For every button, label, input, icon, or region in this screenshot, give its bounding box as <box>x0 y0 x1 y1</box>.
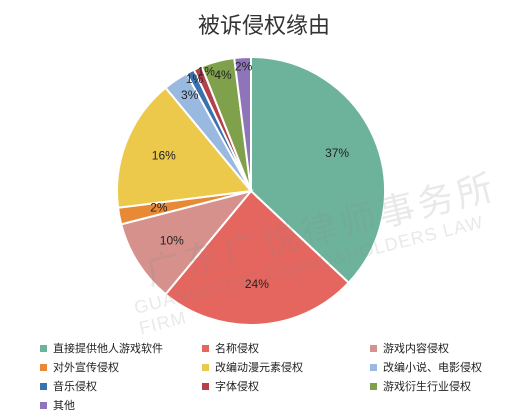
legend-label: 游戏内容侵权 <box>383 342 449 355</box>
data-label-7: 1% <box>186 72 204 86</box>
legend-item-10: 其他 <box>40 397 75 413</box>
data-label-3: 10% <box>160 233 184 247</box>
legend-label: 对外宣传侵权 <box>53 361 119 374</box>
data-label-6: 3% <box>181 88 199 102</box>
legend-swatch <box>370 363 377 371</box>
legend-item-7: 音乐侵权 <box>40 378 97 394</box>
pie-slice-1 <box>250 55 386 285</box>
chart-legend: 直接提供他人游戏软件 名称侵权 游戏内容侵权对外宣传侵权 改编动漫元素侵权 改编小说、电… <box>40 340 520 418</box>
data-label-4: 2% <box>150 201 168 215</box>
legend-item-5: 改编动漫元素侵权 <box>202 359 303 375</box>
legend-item-6: 改编小说、电影侵权 <box>370 359 482 375</box>
legend-label: 音乐侵权 <box>53 380 97 393</box>
data-label-1: 37% <box>325 146 349 160</box>
data-label-5: 16% <box>152 149 176 163</box>
legend-label: 游戏衍生行业侵权 <box>383 380 471 393</box>
legend-swatch <box>202 363 209 371</box>
legend-item-1: 直接提供他人游戏软件 <box>40 340 163 356</box>
legend-label: 字体侵权 <box>215 380 259 393</box>
legend-item-3: 游戏内容侵权 <box>370 340 449 356</box>
legend-swatch <box>40 363 47 371</box>
data-label-9: 4% <box>214 68 232 82</box>
legend-swatch <box>40 382 47 390</box>
data-label-8: 1% <box>198 64 216 78</box>
legend-swatch <box>202 344 209 352</box>
legend-swatch <box>40 344 47 352</box>
legend-label: 改编动漫元素侵权 <box>215 361 303 374</box>
data-label-10: 2% <box>235 59 253 73</box>
data-label-2: 24% <box>245 277 269 291</box>
pie-slice-5 <box>116 86 253 209</box>
pie-slice-10 <box>233 55 252 192</box>
legend-swatch <box>370 344 377 352</box>
chart-title: 被诉侵权缘由 <box>197 14 330 39</box>
pie-slice-2 <box>164 189 351 326</box>
legend-swatch <box>370 382 377 390</box>
legend-swatch <box>202 382 209 390</box>
legend-label: 改编小说、电影侵权 <box>383 361 482 374</box>
legend-item-9: 游戏衍生行业侵权 <box>370 378 471 394</box>
legend-label: 直接提供他人游戏软件 <box>53 342 163 355</box>
legend-label: 其他 <box>53 399 75 412</box>
legend-item-8: 字体侵权 <box>202 378 259 394</box>
legend-label: 名称侵权 <box>215 342 259 355</box>
legend-item-4: 对外宣传侵权 <box>40 359 119 375</box>
legend-swatch <box>40 401 47 409</box>
legend-item-2: 名称侵权 <box>202 340 259 356</box>
